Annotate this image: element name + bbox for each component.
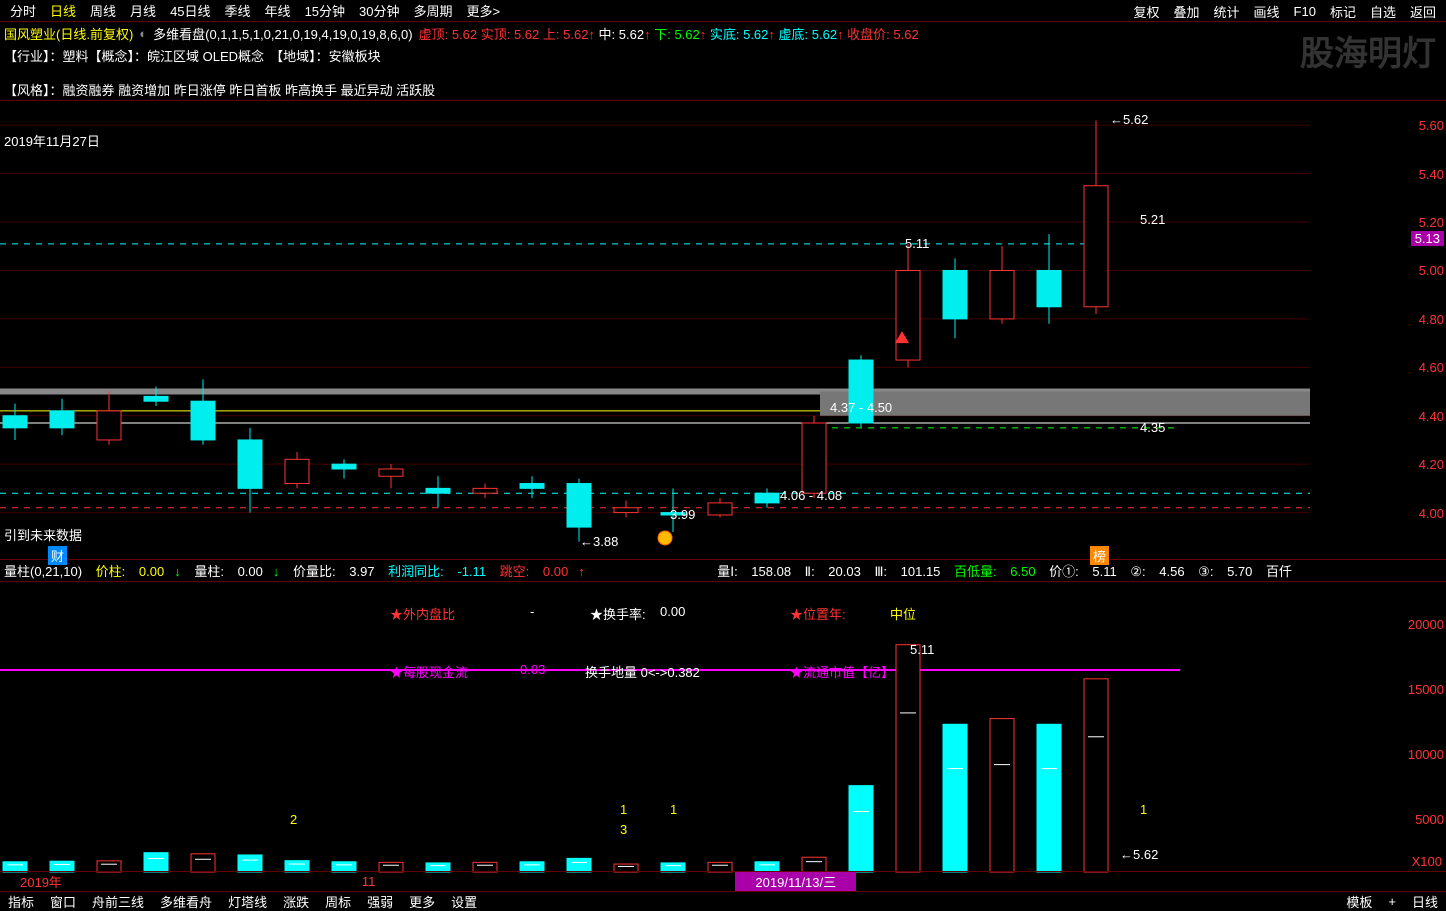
toolbar-item[interactable]: 灯塔线 xyxy=(220,892,275,911)
top-menu-item[interactable]: 叠加 xyxy=(1168,0,1206,23)
toolbar-item[interactable]: 日线 xyxy=(1404,892,1446,911)
period-tab[interactable]: 日线 xyxy=(44,0,82,22)
toolbar-item[interactable]: 模板 xyxy=(1338,892,1380,911)
title-bar: 国风塑业(日线.前复权) ◐ 多维看盘(0,1,1,5,1,0,21,0,19,… xyxy=(0,22,1446,44)
period-tab[interactable]: 更多> xyxy=(461,0,507,22)
toolbar-item[interactable]: 舟前三线 xyxy=(84,892,152,911)
period-tab[interactable]: 分时 xyxy=(4,0,42,22)
toolbar-item[interactable]: 多维看舟 xyxy=(152,892,220,911)
top-menu-item[interactable]: 画线 xyxy=(1248,0,1286,23)
period-tab[interactable]: 15分钟 xyxy=(299,0,351,22)
x100-label: X100 xyxy=(1412,854,1442,869)
indicator-name: 多维看盘(0,1,1,5,1,0,21,0,19,4,19,0,19,8,6,0… xyxy=(153,24,412,43)
top-menu-item[interactable]: 返回 xyxy=(1404,0,1442,23)
bottom-toolbar: 指标窗口舟前三线多维看舟灯塔线涨跌周标强弱更多设置 模板+日线 xyxy=(0,891,1446,911)
toolbar-item[interactable]: 设置 xyxy=(443,892,485,911)
top-menu: 复权叠加统计画线F10标记自选返回 xyxy=(1127,0,1442,22)
watermark: 股海明灯 xyxy=(1300,26,1436,75)
top-menu-item[interactable]: 统计 xyxy=(1208,0,1246,23)
top-menu-item[interactable]: F10 xyxy=(1288,2,1322,21)
toolbar-item[interactable]: 涨跌 xyxy=(275,892,317,911)
toolbar-item[interactable]: 指标 xyxy=(0,892,42,911)
period-tab[interactable]: 45日线 xyxy=(164,0,216,22)
top-menu-item[interactable]: 标记 xyxy=(1324,0,1362,23)
toolbar-item[interactable]: 更多 xyxy=(401,892,443,911)
top-menu-item[interactable]: 复权 xyxy=(1127,0,1165,23)
volume-indicator-header: 量柱(0,21,10) 价柱: 0.00 量柱: 0.00 价量比: 3.97 … xyxy=(0,560,1446,582)
time-axis: 2019年 11 2019/11/13/三 xyxy=(0,871,1446,891)
tags-row1: 【行业】： 塑料 【概念】： 皖江区域 OLED概念 【地域】： 安徽板块 xyxy=(0,44,1446,66)
period-tab[interactable]: 30分钟 xyxy=(353,0,405,22)
period-tab[interactable]: 月线 xyxy=(124,0,162,22)
toolbar-item[interactable]: 窗口 xyxy=(42,892,84,911)
toolbar-item[interactable]: 强弱 xyxy=(359,892,401,911)
tags-row2: 【风格】： 融资融券 融资增加 昨日涨停 昨日首板 昨高换手 最近异动 活跃股 xyxy=(0,78,1446,100)
period-tab[interactable]: 季线 xyxy=(219,0,257,22)
future-data-label: 引到未来数据 xyxy=(4,525,82,544)
candlestick-chart[interactable]: 2019年11月27日 引到未来数据 5.605.405.205.004.804… xyxy=(0,100,1446,560)
toolbar-item[interactable]: 周标 xyxy=(317,892,359,911)
toolbar-item[interactable]: + xyxy=(1380,894,1404,909)
volume-chart[interactable]: ★外内盘比-★换手率:0.00★位置年:中位★每股现金流0.03换手地量 0<-… xyxy=(0,582,1446,892)
stock-name: 国风塑业(日线.前复权) xyxy=(4,24,133,43)
period-tab[interactable]: 年线 xyxy=(259,0,297,22)
gear-icon[interactable]: ◐ xyxy=(139,26,147,41)
date-label: 2019年11月27日 xyxy=(4,131,100,150)
period-tab[interactable]: 多周期 xyxy=(408,0,459,22)
top-menu-item[interactable]: 自选 xyxy=(1364,0,1402,23)
period-tab[interactable]: 周线 xyxy=(84,0,122,22)
title-values: 虚顶: 5.62 实顶: 5.62 上: 5.62 中: 5.62 下: 5.6… xyxy=(419,24,919,43)
